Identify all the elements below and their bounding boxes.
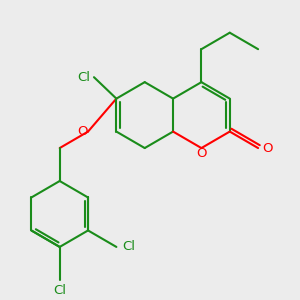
- Text: O: O: [262, 142, 273, 154]
- Text: O: O: [77, 125, 87, 138]
- Text: Cl: Cl: [122, 240, 135, 254]
- Text: O: O: [196, 148, 207, 160]
- Text: Cl: Cl: [53, 284, 66, 297]
- Text: Cl: Cl: [77, 71, 90, 84]
